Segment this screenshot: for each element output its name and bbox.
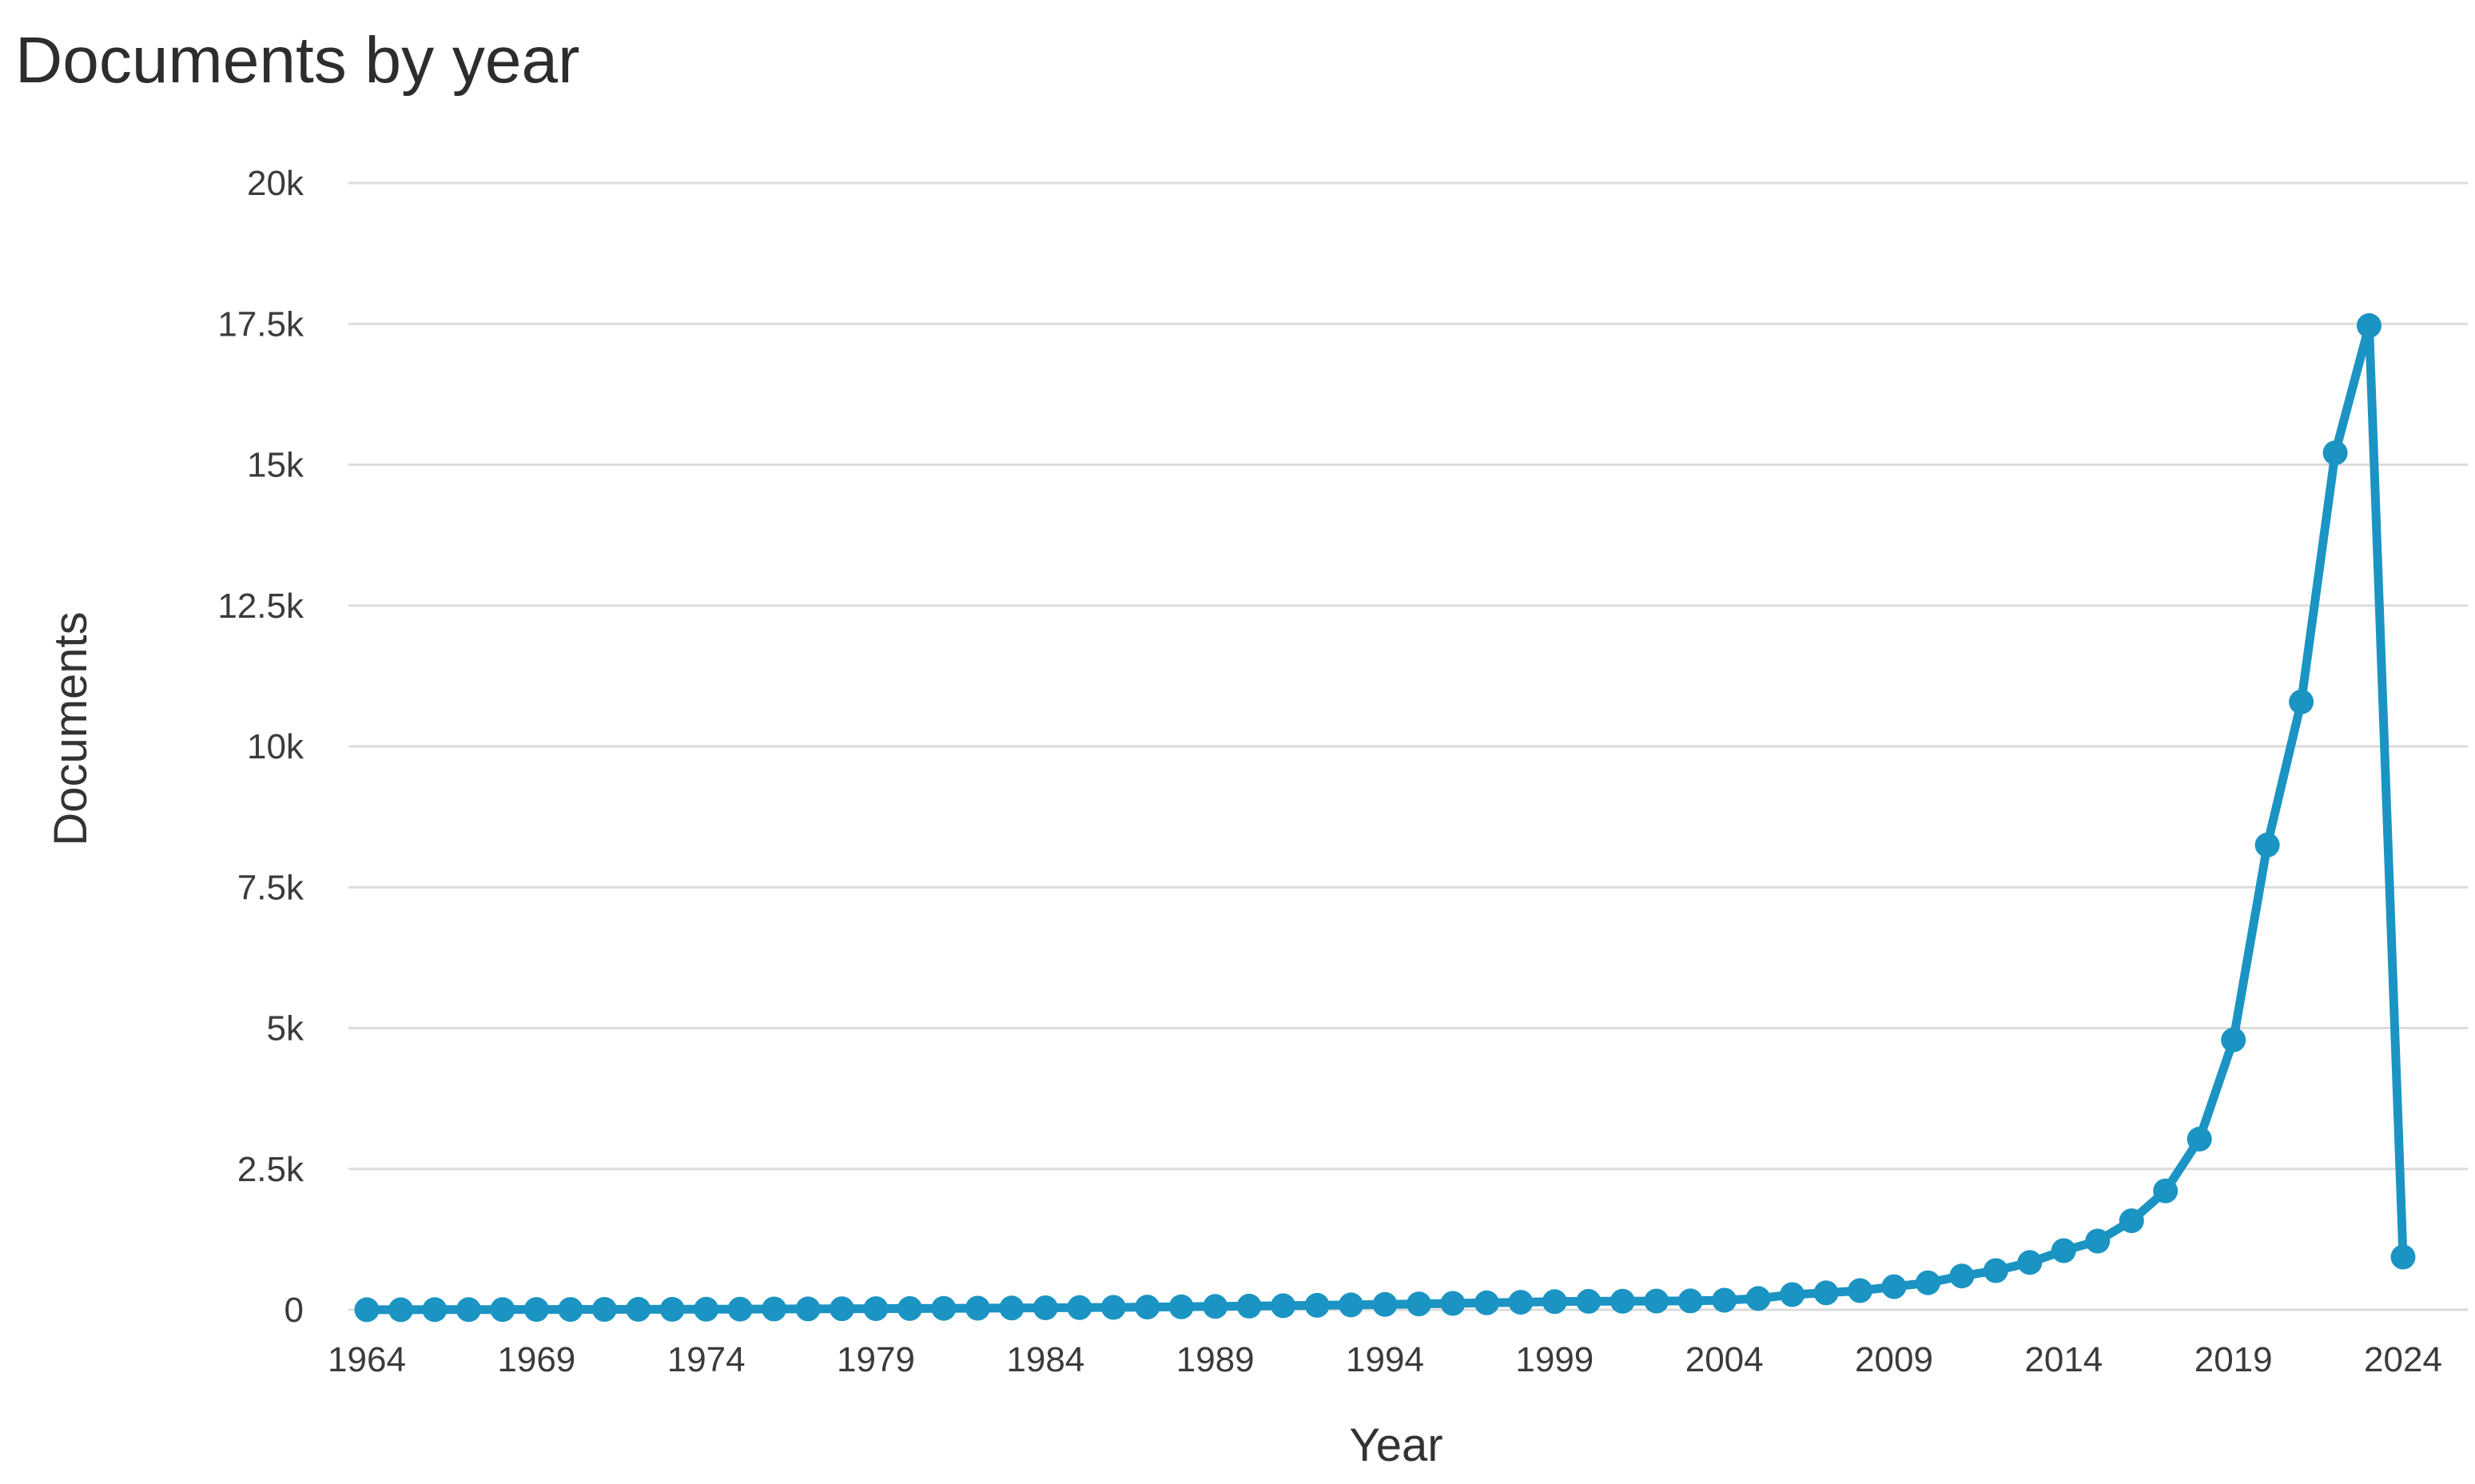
y-tick-5k: 5k [267, 1009, 304, 1048]
x-tick-1964: 1964 [328, 1340, 406, 1379]
data-point-1994[interactable] [1372, 1291, 1398, 1317]
data-point-2019[interactable] [2221, 1027, 2246, 1052]
data-point-1981[interactable] [931, 1295, 957, 1321]
data-point-1971[interactable] [591, 1297, 617, 1322]
data-point-2009[interactable] [1881, 1274, 1907, 1299]
x-tick-1999: 1999 [1515, 1340, 1594, 1379]
data-point-1970[interactable] [558, 1297, 583, 1323]
data-point-2003[interactable] [1677, 1288, 1703, 1314]
y-tick-17.5k: 17.5k [217, 304, 304, 344]
data-point-1980[interactable] [897, 1295, 922, 1321]
y-tick-2.5k: 2.5k [237, 1150, 304, 1189]
y-tick-20k: 20k [247, 164, 304, 203]
x-tick-2004: 2004 [1685, 1340, 1764, 1379]
data-point-2001[interactable] [1610, 1288, 1635, 1314]
y-tick-10k: 10k [247, 727, 304, 766]
data-point-1987[interactable] [1135, 1295, 1160, 1320]
data-point-2014[interactable] [2051, 1238, 2076, 1263]
x-tick-2009: 2009 [1855, 1340, 1933, 1379]
data-point-1979[interactable] [863, 1296, 889, 1322]
data-point-2011[interactable] [1949, 1263, 1975, 1289]
data-point-1989[interactable] [1203, 1294, 1228, 1319]
data-point-1983[interactable] [999, 1295, 1025, 1321]
x-tick-2019: 2019 [2194, 1340, 2273, 1379]
data-point-2017[interactable] [2153, 1178, 2179, 1204]
x-tick-1974: 1974 [667, 1340, 746, 1379]
gridlines [348, 181, 2468, 1311]
data-point-2007[interactable] [1813, 1280, 1839, 1306]
data-point-1993[interactable] [1339, 1292, 1363, 1318]
data-point-1976[interactable] [762, 1296, 787, 1322]
data-point-1978[interactable] [830, 1296, 854, 1322]
data-point-1965[interactable] [388, 1297, 413, 1323]
data-point-2000[interactable] [1576, 1288, 1602, 1314]
data-point-2012[interactable] [1983, 1258, 2008, 1283]
data-point-1996[interactable] [1440, 1291, 1466, 1316]
data-point-1986[interactable] [1100, 1295, 1126, 1320]
data-point-1974[interactable] [694, 1296, 719, 1322]
data-point-2016[interactable] [2119, 1208, 2144, 1234]
data-point-2002[interactable] [1644, 1288, 1669, 1314]
data-point-2013[interactable] [2017, 1250, 2043, 1275]
x-tick-1984: 1984 [1006, 1340, 1084, 1379]
data-point-2021[interactable] [2289, 689, 2314, 714]
data-point-1969[interactable] [523, 1297, 549, 1323]
data-point-2010[interactable] [1916, 1270, 1940, 1295]
y-tick-0: 0 [285, 1291, 304, 1330]
x-tick-2014: 2014 [2024, 1340, 2103, 1379]
data-point-2023[interactable] [2357, 312, 2381, 338]
data-point-2020[interactable] [2254, 832, 2280, 857]
documents-line [362, 320, 2408, 1315]
y-tick-12.5k: 12.5k [217, 587, 304, 626]
data-point-2005[interactable] [1745, 1286, 1771, 1311]
y-axis-title: Documents [45, 611, 97, 845]
y-tick-15k: 15k [247, 446, 304, 485]
x-tick-1969: 1969 [497, 1340, 575, 1379]
data-point-2015[interactable] [2085, 1228, 2111, 1254]
data-series [354, 312, 2416, 1323]
data-point-1992[interactable] [1304, 1292, 1330, 1318]
data-point-2008[interactable] [1848, 1278, 1872, 1303]
data-point-2004[interactable] [1712, 1287, 1737, 1313]
x-tick-1994: 1994 [1346, 1340, 1424, 1379]
chart-title: Documents by year [15, 24, 579, 97]
data-point-2018[interactable] [2187, 1126, 2212, 1152]
x-tick-1989: 1989 [1176, 1340, 1255, 1379]
data-point-1975[interactable] [727, 1296, 753, 1322]
data-point-1972[interactable] [626, 1296, 651, 1322]
data-point-2024[interactable] [2390, 1244, 2416, 1270]
data-point-1990[interactable] [1236, 1293, 1262, 1319]
data-point-1964[interactable] [354, 1297, 380, 1323]
data-point-2022[interactable] [2322, 440, 2348, 466]
data-point-2006[interactable] [1780, 1282, 1805, 1307]
data-point-1997[interactable] [1474, 1290, 1499, 1315]
data-point-1991[interactable] [1271, 1293, 1296, 1319]
data-point-1995[interactable] [1407, 1291, 1431, 1317]
data-point-1984[interactable] [1033, 1295, 1058, 1320]
data-point-1982[interactable] [965, 1295, 990, 1321]
y-tick-7.5k: 7.5k [237, 868, 304, 907]
y-tick-labels: 0 2.5k 5k 7.5k 10k 12.5k 15k 17.5k 20k [217, 164, 304, 1330]
data-point-1973[interactable] [659, 1296, 685, 1322]
data-point-1998[interactable] [1508, 1290, 1534, 1315]
data-point-1999[interactable] [1542, 1289, 1567, 1315]
data-point-1985[interactable] [1067, 1295, 1092, 1320]
data-point-1966[interactable] [422, 1297, 448, 1323]
x-tick-labels: 1964 1969 1974 1979 1984 1989 1994 1999 2004 2009… [328, 1340, 2442, 1379]
x-tick-2024: 2024 [2364, 1340, 2442, 1379]
data-point-1977[interactable] [795, 1296, 821, 1322]
data-point-1967[interactable] [456, 1297, 481, 1323]
data-point-1968[interactable] [490, 1297, 515, 1323]
x-axis-title: Year [1349, 1419, 1442, 1471]
x-tick-1979: 1979 [837, 1340, 915, 1379]
data-point-1988[interactable] [1168, 1294, 1194, 1319]
